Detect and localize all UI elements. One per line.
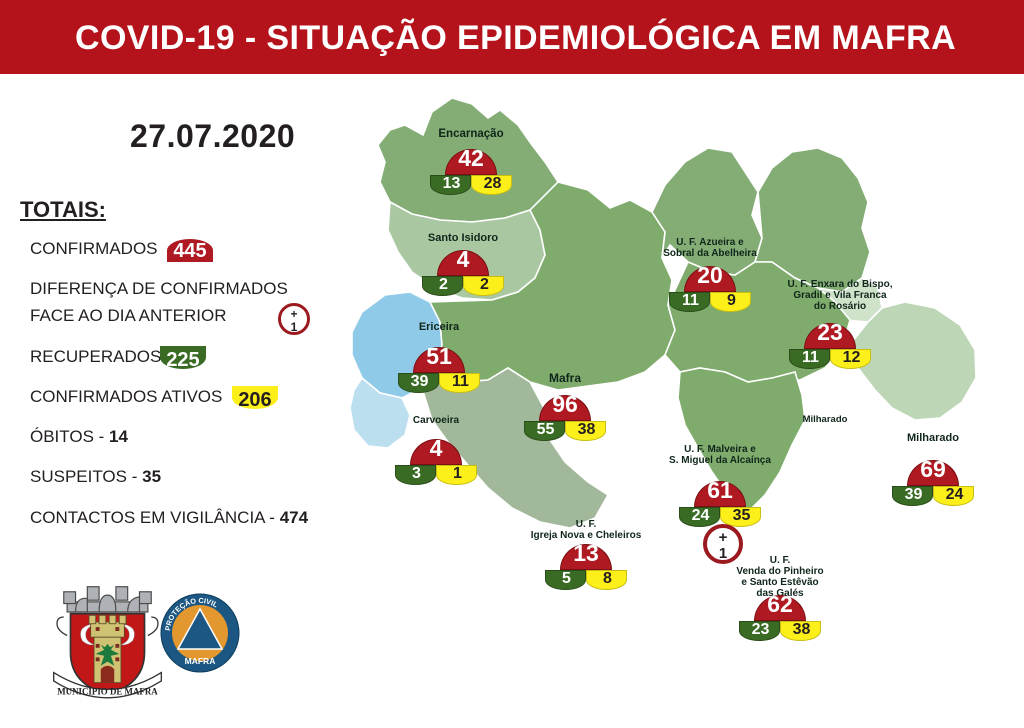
svg-text:MUNICÍPIO DE MAFRA: MUNICÍPIO DE MAFRA xyxy=(57,686,158,696)
svg-text:Gradil e Vila Franca: Gradil e Vila Franca xyxy=(793,290,887,301)
svg-text:do Rosário: do Rosário xyxy=(814,301,866,312)
svg-text:U. F.: U. F. xyxy=(576,519,597,530)
svg-text:U. F. Enxara do Bispo,: U. F. Enxara do Bispo, xyxy=(787,279,892,290)
svg-text:Venda do Pinheiro: Venda do Pinheiro xyxy=(736,566,823,577)
svg-text:S. Miguel da Alcaínça: S. Miguel da Alcaínça xyxy=(669,455,771,466)
svg-text:Milharado: Milharado xyxy=(803,414,848,425)
svg-text:Ericeira: Ericeira xyxy=(419,321,460,333)
svg-text:U. F.: U. F. xyxy=(770,555,791,566)
svg-text:Sobral da Abelheira: Sobral da Abelheira xyxy=(663,248,757,259)
svg-text:U. F. Malveira e: U. F. Malveira e xyxy=(684,444,756,455)
svg-text:Mafra: Mafra xyxy=(549,371,581,385)
svg-text:U. F. Azueira e: U. F. Azueira e xyxy=(676,237,744,248)
svg-text:Carvoeira: Carvoeira xyxy=(413,415,460,426)
svg-text:e Santo Estêvão: e Santo Estêvão xyxy=(741,577,818,588)
svg-text:Santo Isidoro: Santo Isidoro xyxy=(428,232,499,244)
svg-text:Milharado: Milharado xyxy=(907,432,959,444)
svg-text:Encarnação: Encarnação xyxy=(438,128,503,140)
svg-text:MAFRA: MAFRA xyxy=(185,656,216,666)
